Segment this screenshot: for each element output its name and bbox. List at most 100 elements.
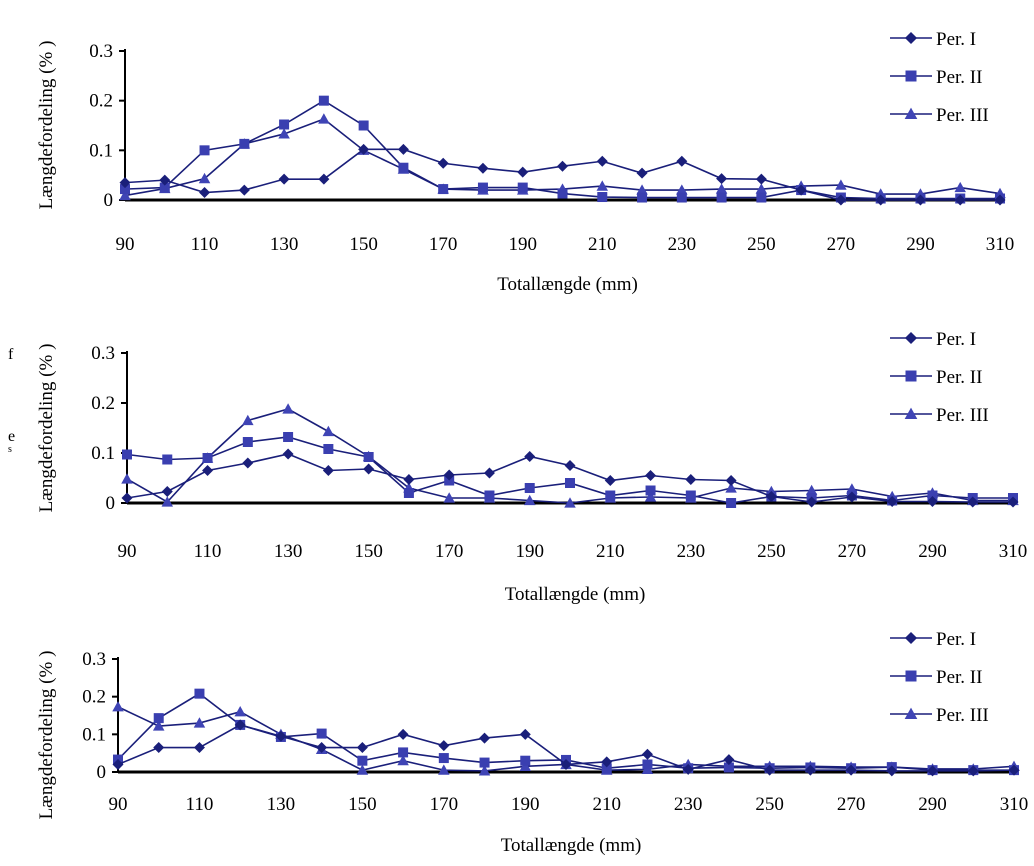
- x-tick-label: 110: [194, 541, 222, 562]
- data-point: [234, 719, 246, 731]
- data-point: [517, 166, 529, 178]
- data-point: [279, 119, 290, 130]
- data-point: [242, 457, 254, 469]
- x-tick-label: 290: [918, 541, 947, 562]
- data-point: [645, 470, 657, 481]
- data-point: [483, 467, 495, 479]
- x-tick-label: 150: [354, 541, 383, 562]
- data-point: [644, 491, 657, 502]
- data-point: [397, 754, 409, 766]
- y-tick-label: 0.2: [91, 393, 115, 414]
- data-point: [278, 128, 290, 139]
- data-point: [755, 183, 768, 194]
- data-point: [637, 192, 648, 203]
- data-point: [725, 475, 737, 486]
- data-point: [682, 763, 694, 775]
- legend-label: Per. III: [936, 705, 989, 726]
- data-point: [723, 762, 734, 773]
- data-point: [846, 491, 858, 503]
- x-tick-label: 310: [986, 234, 1015, 255]
- legend-label: Per. III: [936, 405, 989, 426]
- data-point: [316, 728, 327, 739]
- data-point: [886, 765, 898, 777]
- legend-label: Per. I: [936, 29, 976, 50]
- y-tick-label: 0.1: [82, 724, 106, 745]
- data-point: [835, 179, 847, 190]
- data-point: [520, 755, 531, 766]
- data-point: [193, 717, 206, 728]
- data-point: [477, 162, 489, 174]
- data-point: [723, 754, 735, 766]
- data-point: [438, 764, 450, 775]
- data-point: [596, 155, 608, 167]
- data-point: [162, 454, 173, 465]
- stray-glyph-s: s: [8, 444, 12, 455]
- x-tick-label: 250: [755, 794, 784, 815]
- data-point: [282, 403, 294, 414]
- x-tick-label: 130: [274, 541, 303, 562]
- data-point: [193, 742, 205, 754]
- data-point: [804, 764, 816, 776]
- legend-label: Per. II: [936, 667, 982, 688]
- data-point: [601, 756, 613, 768]
- data-point: [357, 755, 368, 766]
- x-tick-label: 270: [838, 541, 867, 562]
- data-point: [159, 174, 171, 186]
- x-tick-label: 130: [267, 794, 296, 815]
- x-tick-label: 310: [999, 541, 1028, 562]
- data-point: [954, 181, 966, 193]
- data-point: [153, 742, 165, 754]
- data-point: [479, 757, 490, 768]
- x-axis-title: Totallængde (mm): [501, 835, 642, 856]
- x-tick-label: 190: [511, 794, 540, 815]
- x-tick-label: 170: [429, 234, 458, 255]
- chart-3: 0 0.1 0.2 0.3 90 110 130 150 170 190 210 230 250 270 2…: [36, 629, 1028, 856]
- y-tick-label: 0.3: [82, 649, 106, 670]
- x-tick-label: 90: [109, 794, 128, 815]
- data-point: [479, 732, 491, 744]
- data-point: [685, 490, 696, 501]
- data-point: [564, 460, 576, 471]
- data-point: [604, 475, 616, 486]
- data-point: [322, 425, 335, 437]
- data-point: [764, 764, 776, 776]
- y-tick-label: 0.2: [82, 687, 106, 708]
- data-point: [994, 194, 1006, 206]
- legend-label: Per. II: [936, 67, 982, 88]
- legend-marker: [904, 707, 918, 720]
- data-point: [914, 194, 926, 206]
- data-point: [927, 490, 938, 501]
- x-tick-label: 290: [918, 794, 947, 815]
- data-point: [926, 496, 938, 507]
- data-point: [519, 760, 532, 771]
- data-point: [517, 182, 528, 193]
- legend-marker: [904, 31, 918, 45]
- data-point: [242, 414, 254, 426]
- y-axis-title: Længdefordeling (% ): [36, 344, 57, 513]
- data-point: [242, 437, 253, 447]
- data-point: [282, 448, 294, 460]
- x-tick-label: 270: [837, 794, 866, 815]
- data-point: [159, 182, 170, 193]
- data-point: [316, 742, 328, 754]
- data-point: [524, 451, 536, 462]
- data-point: [283, 432, 294, 442]
- data-point: [202, 453, 213, 463]
- y-tick-label: 0.2: [89, 91, 113, 112]
- x-tick-label: 110: [186, 794, 214, 815]
- data-point: [397, 728, 409, 740]
- x-tick-label: 90: [118, 541, 137, 562]
- data-point: [121, 492, 133, 504]
- data-point: [199, 187, 211, 199]
- data-point: [239, 138, 250, 149]
- data-point: [278, 173, 290, 185]
- data-point: [716, 173, 728, 185]
- y-axis-title: Længdefordeling (% ): [36, 41, 57, 210]
- y-tick-label: 0.1: [89, 140, 113, 161]
- data-point: [153, 713, 164, 724]
- data-point: [323, 444, 334, 454]
- legend-marker: [904, 631, 918, 645]
- data-point: [234, 705, 246, 717]
- data-point: [356, 764, 369, 775]
